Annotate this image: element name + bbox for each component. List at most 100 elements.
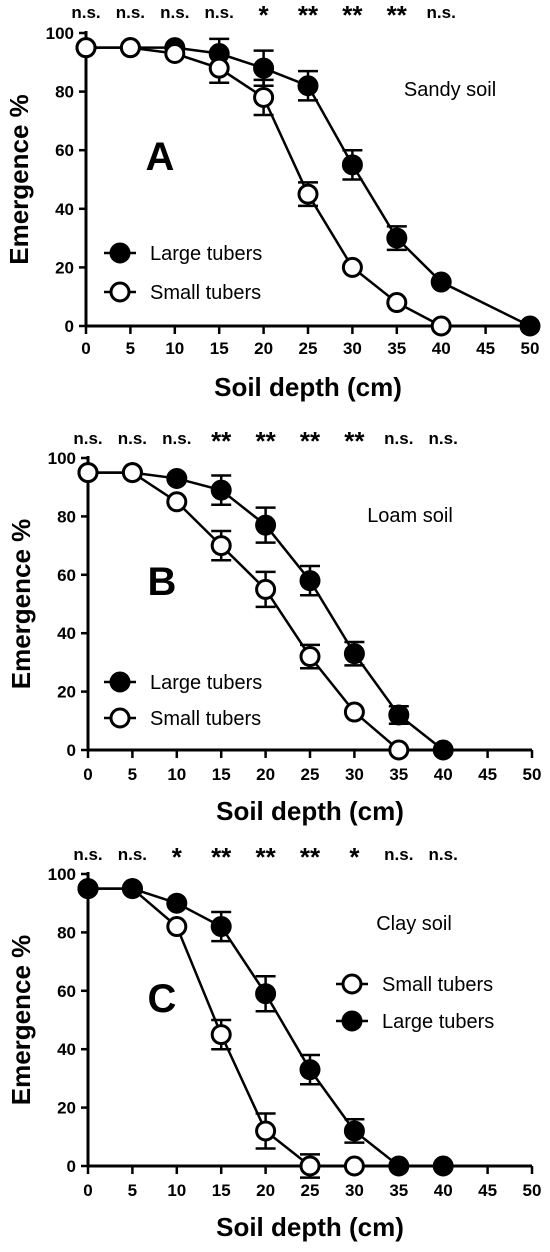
- y-tick-label: 0: [67, 1157, 76, 1176]
- x-tick-label: 0: [83, 765, 92, 784]
- x-tick-label: 25: [301, 1181, 320, 1200]
- significance-label: n.s.: [118, 845, 147, 864]
- soil-type-label: Clay soil: [376, 913, 452, 935]
- data-point: [341, 256, 363, 278]
- x-tick-label: 10: [165, 339, 184, 358]
- data-point: [299, 570, 321, 592]
- data-point: [166, 892, 188, 914]
- x-axis-title: Soil depth (cm): [214, 372, 402, 402]
- significance-label: **: [298, 0, 319, 30]
- data-point: [430, 315, 452, 337]
- data-point: [343, 1155, 365, 1177]
- x-tick-label: 15: [212, 1181, 231, 1200]
- significance-label: **: [255, 842, 276, 872]
- x-tick-label: 30: [345, 765, 364, 784]
- legend-label: Large tubers: [150, 243, 262, 265]
- data-point: [297, 75, 319, 97]
- significance-label: **: [387, 0, 408, 30]
- legend-label: Small tubers: [150, 708, 261, 730]
- legend-label: Large tubers: [150, 672, 262, 694]
- legend-entry: Large tubers: [104, 671, 262, 694]
- y-tick-label: 40: [57, 624, 76, 643]
- y-axis-title: Emergence %: [4, 94, 34, 265]
- data-point: [77, 878, 99, 900]
- y-tick-label: 0: [67, 741, 76, 760]
- data-point: [432, 1155, 454, 1177]
- data-point: [388, 1155, 410, 1177]
- significance-label: n.s.: [205, 3, 234, 22]
- significance-label: n.s.: [116, 3, 145, 22]
- x-tick-label: 5: [128, 765, 137, 784]
- data-point: [388, 704, 410, 726]
- significance-label: n.s.: [427, 3, 456, 22]
- data-point: [255, 1120, 277, 1142]
- y-tick-label: 60: [57, 982, 76, 1001]
- y-tick-label: 100: [48, 449, 76, 468]
- data-point: [255, 983, 277, 1005]
- y-tick-label: 20: [57, 1099, 76, 1118]
- legend-marker: [341, 973, 363, 995]
- panel-B: 0 20 40 60 80 100 0 5 10 15 20 25 30 35 40 45 50 Soil dep…: [6, 426, 541, 826]
- data-point: [210, 535, 232, 557]
- data-point: [164, 43, 186, 65]
- data-point: [210, 916, 232, 938]
- x-tick-label: 45: [478, 765, 497, 784]
- legend-label: Small tubers: [150, 282, 261, 304]
- x-tick-label: 0: [83, 1181, 92, 1200]
- data-point: [299, 1059, 321, 1081]
- x-tick-label: 40: [434, 1181, 453, 1200]
- legend-entry: Large tubers: [104, 242, 262, 265]
- significance-label: *: [259, 0, 270, 30]
- y-tick-label: 80: [55, 83, 74, 102]
- data-point: [210, 479, 232, 501]
- significance-label: **: [342, 0, 363, 30]
- y-tick-label: 100: [46, 24, 74, 43]
- data-point: [299, 646, 321, 668]
- x-axis-title: Soil depth (cm): [216, 1212, 404, 1242]
- y-axis-title: Emergence %: [6, 935, 36, 1106]
- data-point: [121, 462, 143, 484]
- significance-label: **: [300, 842, 321, 872]
- x-tick-label: 20: [254, 339, 273, 358]
- y-tick-label: 0: [65, 317, 74, 336]
- series-small-tubers: [77, 462, 410, 761]
- data-point: [388, 739, 410, 761]
- significance-label: **: [211, 842, 232, 872]
- legend-entry: Small tubers: [336, 973, 493, 996]
- y-tick-label: 80: [57, 507, 76, 526]
- x-tick-label: 20: [256, 765, 275, 784]
- x-tick-label: 25: [299, 339, 318, 358]
- significance-label: **: [344, 426, 365, 456]
- significance-label: *: [172, 842, 183, 872]
- significance-label: n.s.: [384, 429, 413, 448]
- soil-type-label: Sandy soil: [404, 79, 496, 101]
- significance-label: **: [300, 426, 321, 456]
- data-point: [210, 1024, 232, 1046]
- legend-entry: Small tubers: [104, 707, 261, 730]
- x-tick-label: 30: [345, 1181, 364, 1200]
- x-tick-label: 25: [301, 765, 320, 784]
- x-tick-label: 35: [389, 765, 408, 784]
- panel-A: 0 20 40 60 80 100 0 5 10 15 20 25 30 35 40 45 50 Soil dep…: [4, 0, 541, 402]
- data-point: [432, 739, 454, 761]
- y-tick-label: 20: [57, 683, 76, 702]
- significance-label: n.s.: [162, 429, 191, 448]
- data-point: [386, 227, 408, 249]
- data-point: [121, 878, 143, 900]
- y-axis-title: Emergence %: [6, 519, 36, 690]
- significance-label: **: [255, 426, 276, 456]
- data-point: [77, 462, 99, 484]
- x-tick-label: 35: [387, 339, 406, 358]
- significance-label: n.s.: [73, 429, 102, 448]
- significance-label: n.s.: [71, 3, 100, 22]
- significance-label: n.s.: [384, 845, 413, 864]
- x-tick-label: 15: [210, 339, 229, 358]
- x-tick-label: 50: [523, 765, 542, 784]
- x-tick-label: 50: [521, 339, 540, 358]
- x-tick-label: 0: [81, 339, 90, 358]
- significance-label: n.s.: [429, 845, 458, 864]
- x-tick-label: 10: [167, 765, 186, 784]
- data-point: [208, 57, 230, 79]
- data-point: [519, 315, 541, 337]
